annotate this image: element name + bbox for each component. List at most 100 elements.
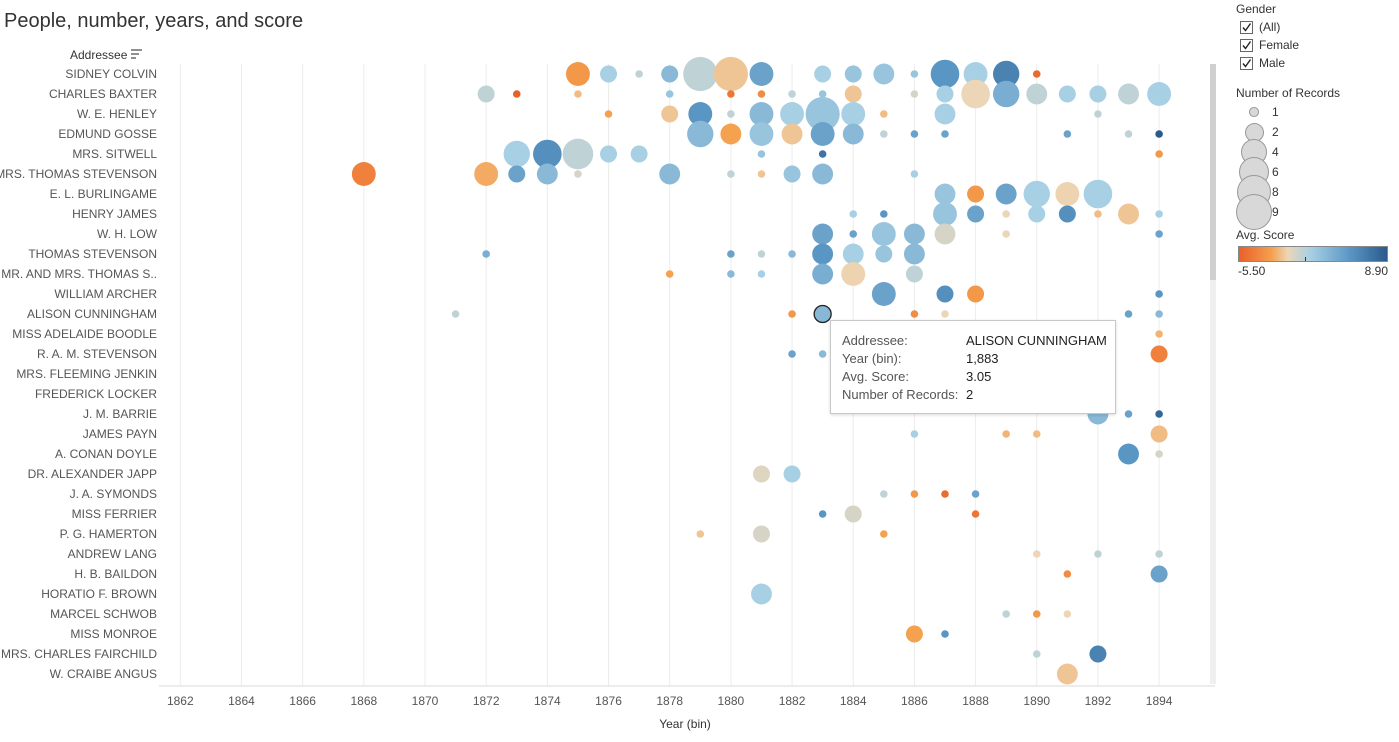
data-point[interactable] — [533, 139, 562, 169]
data-point[interactable] — [749, 62, 774, 86]
data-point[interactable] — [1150, 345, 1168, 363]
data-point[interactable] — [910, 90, 919, 98]
checkbox-all[interactable] — [1240, 20, 1253, 34]
data-point[interactable] — [1032, 550, 1041, 558]
data-point[interactable] — [757, 250, 766, 258]
data-point[interactable] — [842, 123, 864, 145]
data-point[interactable] — [474, 162, 499, 186]
data-point[interactable] — [1147, 82, 1172, 106]
data-point[interactable] — [1124, 130, 1133, 138]
data-point[interactable] — [749, 102, 774, 126]
data-point[interactable] — [849, 210, 858, 218]
data-point[interactable] — [967, 205, 985, 223]
data-point[interactable] — [1032, 430, 1041, 438]
data-point[interactable] — [873, 63, 895, 85]
data-point[interactable] — [933, 202, 957, 226]
data-point[interactable] — [574, 90, 582, 98]
data-point[interactable] — [934, 103, 956, 125]
data-point[interactable] — [477, 85, 495, 103]
data-point[interactable] — [871, 282, 896, 306]
data-point[interactable] — [818, 510, 827, 518]
data-point[interactable] — [1094, 210, 1102, 218]
data-point[interactable] — [574, 170, 582, 178]
data-point[interactable] — [961, 79, 990, 109]
data-point[interactable] — [934, 183, 956, 205]
data-point[interactable] — [936, 85, 954, 103]
data-point[interactable] — [1118, 203, 1139, 225]
data-point[interactable] — [1023, 180, 1050, 208]
data-point[interactable] — [880, 490, 888, 498]
data-point[interactable] — [812, 243, 834, 265]
data-point[interactable] — [941, 490, 949, 498]
data-point[interactable] — [600, 145, 618, 163]
data-point[interactable] — [812, 163, 834, 185]
data-point[interactable] — [1026, 83, 1048, 105]
data-point[interactable] — [751, 583, 772, 605]
data-point[interactable] — [566, 62, 590, 86]
data-point[interactable] — [1056, 663, 1078, 685]
data-point[interactable] — [971, 510, 980, 518]
data-point[interactable] — [992, 60, 1020, 88]
data-point[interactable] — [995, 183, 1017, 205]
data-point[interactable] — [512, 90, 521, 98]
data-point[interactable] — [635, 70, 643, 78]
data-point[interactable] — [1058, 205, 1076, 223]
data-point[interactable] — [503, 140, 530, 168]
data-point[interactable] — [1055, 182, 1080, 206]
data-point[interactable] — [841, 262, 866, 286]
data-point[interactable] — [749, 122, 774, 146]
data-point[interactable] — [1150, 425, 1168, 443]
data-point[interactable] — [752, 465, 770, 483]
data-point[interactable] — [844, 65, 862, 83]
data-point[interactable] — [1155, 310, 1163, 318]
data-point[interactable] — [1155, 290, 1163, 298]
data-point[interactable] — [1002, 610, 1010, 618]
data-point[interactable] — [910, 170, 919, 178]
data-point[interactable] — [788, 250, 796, 258]
data-point[interactable] — [910, 130, 919, 138]
data-point[interactable] — [841, 102, 866, 126]
data-point[interactable] — [1002, 230, 1010, 238]
data-point[interactable] — [687, 120, 714, 148]
data-point[interactable] — [757, 170, 766, 178]
checkbox-male[interactable] — [1240, 56, 1253, 70]
data-point[interactable] — [818, 90, 827, 98]
vertical-scrollbar[interactable] — [1210, 64, 1216, 684]
data-point[interactable] — [783, 465, 801, 483]
data-point[interactable] — [805, 96, 840, 132]
data-point[interactable] — [810, 122, 835, 146]
data-point[interactable] — [562, 138, 594, 170]
data-point[interactable] — [451, 310, 460, 318]
data-point[interactable] — [482, 250, 490, 258]
data-point[interactable] — [1063, 130, 1072, 138]
data-point[interactable] — [788, 350, 796, 358]
data-point[interactable] — [1124, 310, 1133, 318]
data-point[interactable] — [936, 285, 954, 303]
addressee-column-header[interactable]: Addressee — [70, 48, 128, 62]
data-point[interactable] — [351, 162, 376, 186]
data-point[interactable] — [781, 123, 803, 145]
data-point[interactable] — [905, 625, 923, 643]
data-point[interactable] — [1002, 430, 1010, 438]
data-point[interactable] — [903, 243, 925, 265]
data-point[interactable] — [600, 65, 618, 83]
data-point[interactable] — [903, 223, 925, 245]
data-point[interactable] — [1094, 550, 1102, 558]
data-point[interactable] — [813, 304, 832, 324]
data-point[interactable] — [1089, 645, 1107, 663]
data-point[interactable] — [910, 490, 919, 498]
data-point[interactable] — [757, 270, 766, 278]
data-point[interactable] — [880, 210, 888, 218]
sort-icon[interactable] — [130, 48, 144, 60]
data-point[interactable] — [788, 90, 796, 98]
data-point[interactable] — [1155, 330, 1163, 338]
data-point[interactable] — [842, 243, 864, 265]
data-point[interactable] — [1118, 443, 1139, 465]
data-point[interactable] — [992, 80, 1020, 108]
data-point[interactable] — [1032, 610, 1041, 618]
data-point[interactable] — [814, 65, 832, 83]
data-point[interactable] — [780, 102, 804, 126]
checkbox-female[interactable] — [1240, 38, 1253, 52]
filter-option-male[interactable]: Male — [1240, 54, 1396, 72]
data-point[interactable] — [905, 265, 923, 283]
